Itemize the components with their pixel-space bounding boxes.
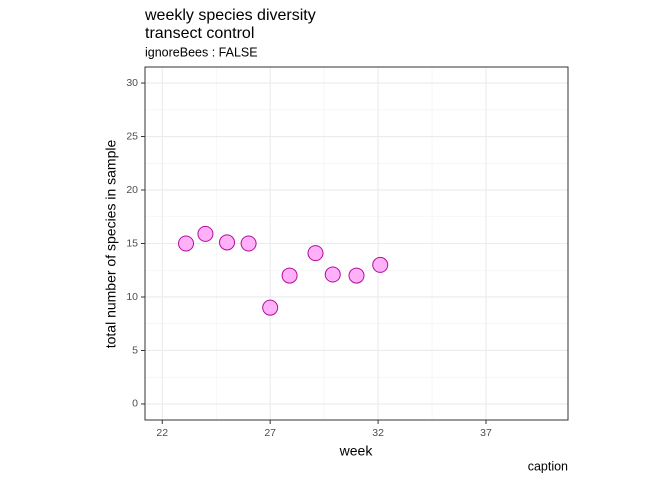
point: [219, 234, 236, 251]
point: [197, 225, 214, 242]
y-tick-label: 30: [126, 77, 138, 89]
point: [281, 267, 298, 284]
y-tick-label: 0: [132, 398, 138, 410]
point: [240, 235, 257, 252]
y-axis-label: total number of species in sample: [103, 140, 119, 349]
y-tick-label: 20: [126, 184, 138, 196]
point: [348, 267, 365, 284]
x-tick-label: 22: [156, 427, 168, 439]
x-axis-label: week: [339, 443, 374, 459]
chart-title: weekly species diversity: [144, 7, 316, 24]
y-tick-label: 10: [126, 291, 138, 303]
x-tick-label: 32: [372, 427, 384, 439]
y-tick-label: 5: [132, 344, 138, 356]
y-tick-label: 25: [126, 130, 138, 142]
point: [178, 235, 195, 252]
point: [307, 245, 324, 262]
x-tick-label: 37: [480, 427, 492, 439]
point: [262, 299, 279, 316]
chart-title: transect control: [145, 25, 254, 42]
x-tick-label: 27: [264, 427, 276, 439]
plot-border: [144, 66, 569, 421]
caption: caption: [528, 459, 568, 473]
chart-subtitle: ignoreBees : FALSE: [145, 45, 258, 59]
point: [372, 256, 389, 273]
y-tick-label: 15: [126, 237, 138, 249]
point: [324, 266, 341, 283]
